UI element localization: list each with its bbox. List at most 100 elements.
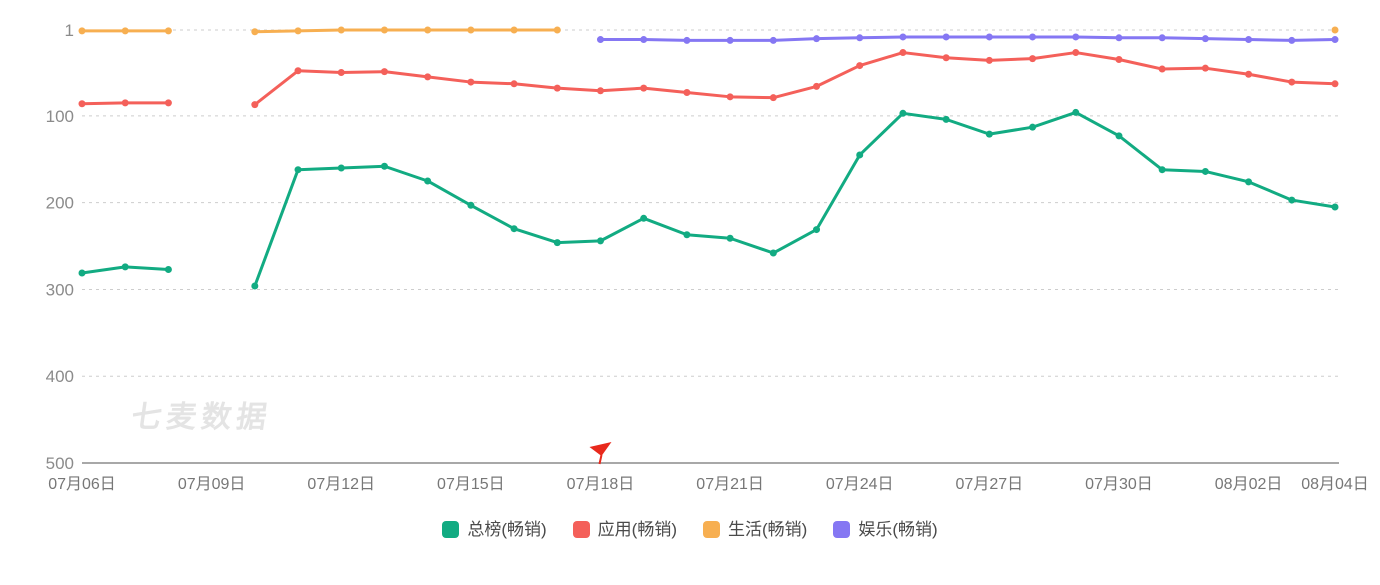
data-point <box>251 282 259 290</box>
data-point <box>596 87 604 95</box>
data-point <box>1115 132 1123 140</box>
data-point <box>510 80 518 88</box>
data-point <box>1115 34 1123 42</box>
data-point <box>942 33 950 41</box>
data-point <box>164 99 172 107</box>
legend-item-3[interactable]: 娱乐(畅销) <box>833 521 938 538</box>
chart-legend: 总榜(畅销) 应用(畅销) 生活(畅销) 娱乐(畅销) <box>0 521 1380 538</box>
data-point <box>856 151 864 159</box>
data-point <box>337 69 345 77</box>
data-point <box>337 26 345 34</box>
qimai-watermark: 七麦数据 <box>129 401 274 434</box>
series-line <box>253 28 559 34</box>
series-3 <box>596 33 1339 44</box>
x-tick-label: 07月21日 <box>696 476 764 493</box>
data-point <box>942 115 950 123</box>
data-point <box>467 78 475 86</box>
series-line <box>253 110 1337 288</box>
data-point <box>380 26 388 34</box>
data-point <box>856 34 864 42</box>
data-point <box>251 28 259 36</box>
x-tick-label: 07月09日 <box>178 476 246 493</box>
data-point <box>683 231 691 239</box>
series-0 <box>78 108 1339 290</box>
event-flag-marker[interactable] <box>589 442 612 465</box>
data-point <box>683 36 691 44</box>
x-tick-label: 07月12日 <box>307 476 375 493</box>
x-tick-label: 08月04日 <box>1301 476 1369 493</box>
data-point <box>1288 78 1296 86</box>
data-point <box>1245 70 1253 78</box>
flag-banner <box>589 442 612 456</box>
data-point <box>1288 196 1296 204</box>
x-tick-label: 07月24日 <box>826 476 894 493</box>
data-point <box>985 56 993 64</box>
x-tick-label: 08月02日 <box>1215 476 1283 493</box>
legend-swatch <box>833 521 851 538</box>
data-point <box>1201 167 1209 175</box>
data-point <box>813 226 821 234</box>
x-tick-label: 07月18日 <box>567 476 635 493</box>
legend-label: 应用(畅销) <box>597 520 677 539</box>
data-point <box>510 26 518 34</box>
legend-item-1[interactable]: 应用(畅销) <box>572 520 677 539</box>
data-point <box>1072 33 1080 41</box>
flag-pole <box>598 454 603 465</box>
data-point <box>121 99 129 107</box>
y-tick-label: 400 <box>46 367 74 386</box>
legend-swatch <box>442 521 460 538</box>
data-point <box>899 33 907 41</box>
legend-item-2[interactable]: 生活(畅销) <box>703 521 807 538</box>
data-point <box>856 62 864 70</box>
data-point <box>1201 64 1209 72</box>
data-point <box>1115 56 1123 64</box>
data-point <box>813 35 821 43</box>
data-point <box>813 82 821 90</box>
data-point <box>1201 35 1209 43</box>
data-point <box>164 265 172 273</box>
data-point <box>553 239 561 247</box>
data-point <box>467 26 475 34</box>
legend-label: 总榜(畅销) <box>467 520 547 539</box>
data-point <box>78 27 86 35</box>
data-point <box>985 130 993 138</box>
series-line <box>598 35 1337 42</box>
legend-swatch <box>703 521 720 538</box>
data-point <box>78 269 86 277</box>
data-point <box>1029 55 1037 63</box>
data-point <box>1072 49 1080 57</box>
x-tick-label: 07月30日 <box>1085 476 1153 493</box>
data-point <box>1158 166 1166 174</box>
data-point <box>726 93 734 101</box>
y-tick-label: 500 <box>46 454 74 473</box>
data-point <box>121 27 129 35</box>
data-point <box>380 162 388 170</box>
series-1 <box>78 49 1339 109</box>
legend-item-0[interactable]: 总榜(畅销) <box>442 520 547 539</box>
data-point <box>553 26 561 34</box>
series-line <box>253 51 1337 107</box>
x-tick-label: 07月15日 <box>437 476 505 493</box>
data-point <box>1245 178 1253 186</box>
data-point <box>78 100 86 108</box>
data-point <box>424 73 432 81</box>
data-point <box>596 237 604 245</box>
data-point <box>899 49 907 57</box>
data-point <box>251 101 259 109</box>
data-point <box>294 27 302 35</box>
data-point <box>640 84 648 92</box>
data-point <box>769 36 777 44</box>
data-point <box>769 249 777 257</box>
data-point <box>1331 80 1339 88</box>
data-point <box>1072 108 1080 116</box>
data-point <box>294 67 302 75</box>
data-point <box>1029 123 1037 131</box>
data-point <box>164 27 172 35</box>
data-point <box>1288 36 1296 44</box>
data-point <box>1029 33 1037 41</box>
data-point <box>899 109 907 117</box>
data-point <box>424 177 432 185</box>
data-point <box>337 164 345 172</box>
